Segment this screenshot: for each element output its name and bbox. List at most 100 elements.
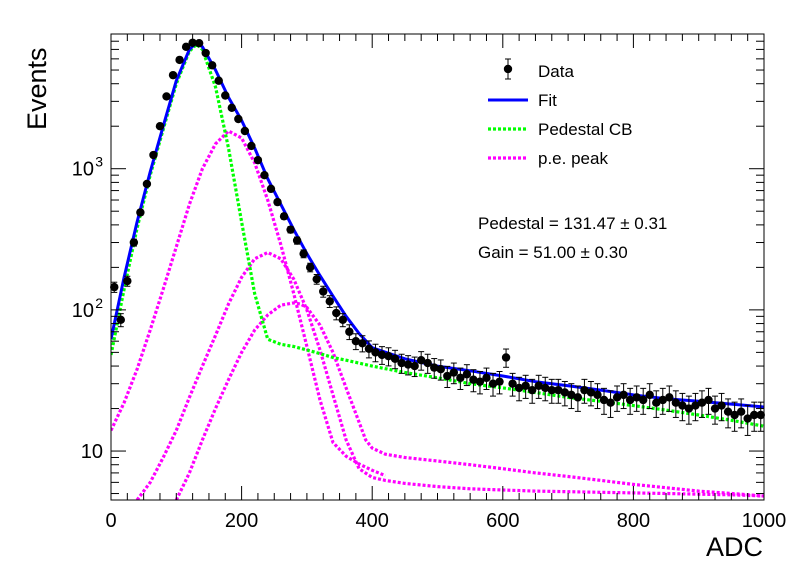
legend-label: Data: [538, 62, 574, 81]
data-point: [175, 55, 184, 65]
data-marker: [273, 197, 282, 207]
legend: Data Fit Pedestal CB p.e. peak: [488, 58, 633, 168]
data-point: [658, 387, 667, 415]
data-marker: [723, 407, 733, 416]
data-marker: [527, 385, 537, 395]
y-axis-title: Events: [22, 47, 52, 130]
gain-annotation: Gain = 51.00 ± 0.30: [478, 243, 628, 262]
data-marker: [390, 354, 400, 364]
legend-label: Pedestal CB: [538, 120, 633, 139]
data-marker: [671, 398, 681, 407]
data-point: [599, 387, 609, 415]
data-point: [547, 378, 556, 404]
p-e-peak-curve-4: [174, 301, 764, 500]
data-marker: [266, 184, 276, 194]
data-points-layer: [110, 38, 765, 436]
data-point: [384, 347, 393, 367]
data-marker: [593, 390, 602, 400]
data-point: [593, 383, 602, 410]
data-marker: [168, 70, 178, 80]
data-marker: [410, 361, 419, 371]
data-point: [214, 76, 223, 85]
data-marker: [227, 103, 237, 113]
data-point: [495, 370, 504, 395]
data-point: [319, 285, 328, 298]
data-point: [234, 114, 243, 124]
data-marker: [129, 238, 139, 247]
legend-label: Fit: [538, 91, 557, 110]
data-marker: [665, 393, 674, 402]
data-point: [273, 197, 282, 207]
data-marker: [560, 388, 570, 397]
data-point: [567, 383, 576, 410]
y-tick-label: 10: [72, 159, 94, 181]
data-point: [665, 385, 674, 412]
data-point: [377, 346, 387, 365]
data-point: [371, 343, 380, 363]
data-marker: [691, 401, 700, 410]
data-point: [129, 238, 139, 247]
data-marker: [416, 356, 426, 365]
x-tick-label: 0: [105, 510, 116, 532]
data-point: [638, 387, 648, 415]
data-marker: [214, 76, 223, 85]
data-marker: [194, 38, 204, 48]
data-marker: [377, 350, 387, 360]
data-point: [580, 378, 589, 404]
x-axis-title: ADC: [706, 532, 763, 562]
data-marker: [201, 48, 210, 58]
data-point: [416, 351, 426, 371]
data-marker: [443, 371, 452, 381]
data-point: [501, 348, 511, 368]
data-marker: [436, 364, 445, 374]
data-marker: [678, 401, 687, 410]
x-tick-label: 800: [617, 510, 650, 532]
data-point: [410, 356, 419, 378]
data-point: [351, 333, 361, 351]
data-marker: [580, 385, 589, 395]
data-marker: [175, 55, 184, 65]
y-tick-exponent: 2: [95, 295, 103, 311]
data-point: [560, 380, 570, 407]
data-marker: [312, 274, 321, 284]
data-marker: [625, 395, 635, 405]
data-point: [443, 365, 452, 388]
data-point: [253, 155, 263, 165]
data-marker: [638, 395, 648, 405]
data-marker: [181, 42, 191, 52]
data-point: [240, 126, 250, 136]
data-point: [364, 340, 374, 359]
data-marker: [371, 348, 380, 357]
data-point: [736, 398, 746, 429]
data-point: [449, 362, 459, 385]
data-marker: [149, 150, 158, 160]
data-point: [338, 313, 348, 328]
data-marker: [305, 263, 315, 272]
data-point: [514, 376, 524, 402]
data-point: [612, 385, 622, 412]
data-point: [266, 184, 276, 194]
data-point: [743, 404, 752, 436]
legend-marker: [503, 64, 513, 74]
data-marker: [541, 383, 550, 393]
data-marker: [208, 61, 217, 70]
data-marker: [599, 395, 609, 405]
data-point: [619, 383, 628, 410]
data-point: [652, 390, 661, 418]
data-point: [390, 349, 400, 370]
data-point: [488, 372, 498, 397]
data-point: [123, 275, 132, 287]
data-marker: [475, 377, 485, 386]
data-point: [403, 355, 413, 376]
data-point: [625, 387, 635, 415]
data-point: [710, 395, 720, 425]
x-tick-label: 600: [486, 510, 519, 532]
y-tick-label: 10: [81, 441, 103, 463]
data-marker: [253, 155, 263, 165]
data-marker: [123, 276, 132, 286]
data-point: [208, 61, 217, 70]
data-point: [332, 306, 341, 321]
data-point: [482, 367, 491, 390]
data-point: [606, 390, 615, 418]
